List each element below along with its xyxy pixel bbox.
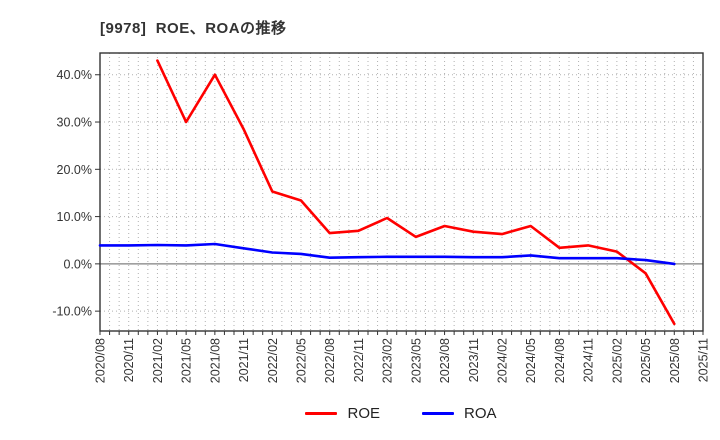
x-tick-label: 2022/02 xyxy=(266,338,280,383)
x-tick-label: 2023/05 xyxy=(409,338,423,383)
roe-line-swatch xyxy=(305,412,338,415)
x-tick-label: 2021/05 xyxy=(180,338,194,383)
legend-item-roe: ROE xyxy=(305,405,380,422)
x-tick-label: 2022/11 xyxy=(352,338,366,382)
y-tick-label: 10.0% xyxy=(57,210,92,224)
legend-item-roa: ROA xyxy=(422,405,497,422)
line-chart: 40.0% 30.0% 20.0% 10.0% 0.0% -10.0% 2020/08 202… xyxy=(52,52,711,383)
x-tick-label: 2024/08 xyxy=(553,338,567,383)
x-tick-label: 2022/05 xyxy=(295,338,309,383)
roa-line-swatch xyxy=(422,412,454,415)
x-tick-label: 2025/11 xyxy=(697,338,711,382)
x-tick-label: 2021/11 xyxy=(237,338,251,382)
x-tick-label: 2020/08 xyxy=(94,338,108,383)
x-tick-label: 2022/08 xyxy=(323,338,337,383)
x-tick-label: 2025/02 xyxy=(610,338,624,383)
y-tick-label: 40.0% xyxy=(57,68,92,82)
x-tick-label: 2024/11 xyxy=(582,338,596,382)
roa-line xyxy=(98,242,676,266)
y-tick-label: 30.0% xyxy=(57,116,92,130)
x-tick-label: 2023/11 xyxy=(467,338,481,382)
x-tick-label: 2024/02 xyxy=(496,338,510,383)
x-tick-label: 2023/08 xyxy=(438,338,452,383)
roa-legend-label: ROA xyxy=(464,405,497,422)
y-tick-label: 20.0% xyxy=(57,163,92,177)
x-tick-label: 2024/05 xyxy=(524,338,538,383)
x-tick-label: 2025/08 xyxy=(668,338,682,383)
x-tick-label: 2021/02 xyxy=(151,338,165,383)
y-tick-label: -10.0% xyxy=(52,305,92,319)
y-tick-label: 0.0% xyxy=(64,257,93,271)
chart-title: [9978] ROE、ROAの推移 xyxy=(100,20,287,37)
x-tick-label: 2020/11 xyxy=(122,338,136,382)
x-tick-label: 2023/02 xyxy=(381,338,395,383)
roe-line xyxy=(156,59,676,326)
plot-border xyxy=(99,52,704,332)
x-tick-label: 2021/08 xyxy=(208,338,222,383)
x-tick-label: 2025/05 xyxy=(639,338,653,383)
legend: ROE ROA xyxy=(41,405,720,422)
roe-legend-label: ROE xyxy=(347,405,380,422)
